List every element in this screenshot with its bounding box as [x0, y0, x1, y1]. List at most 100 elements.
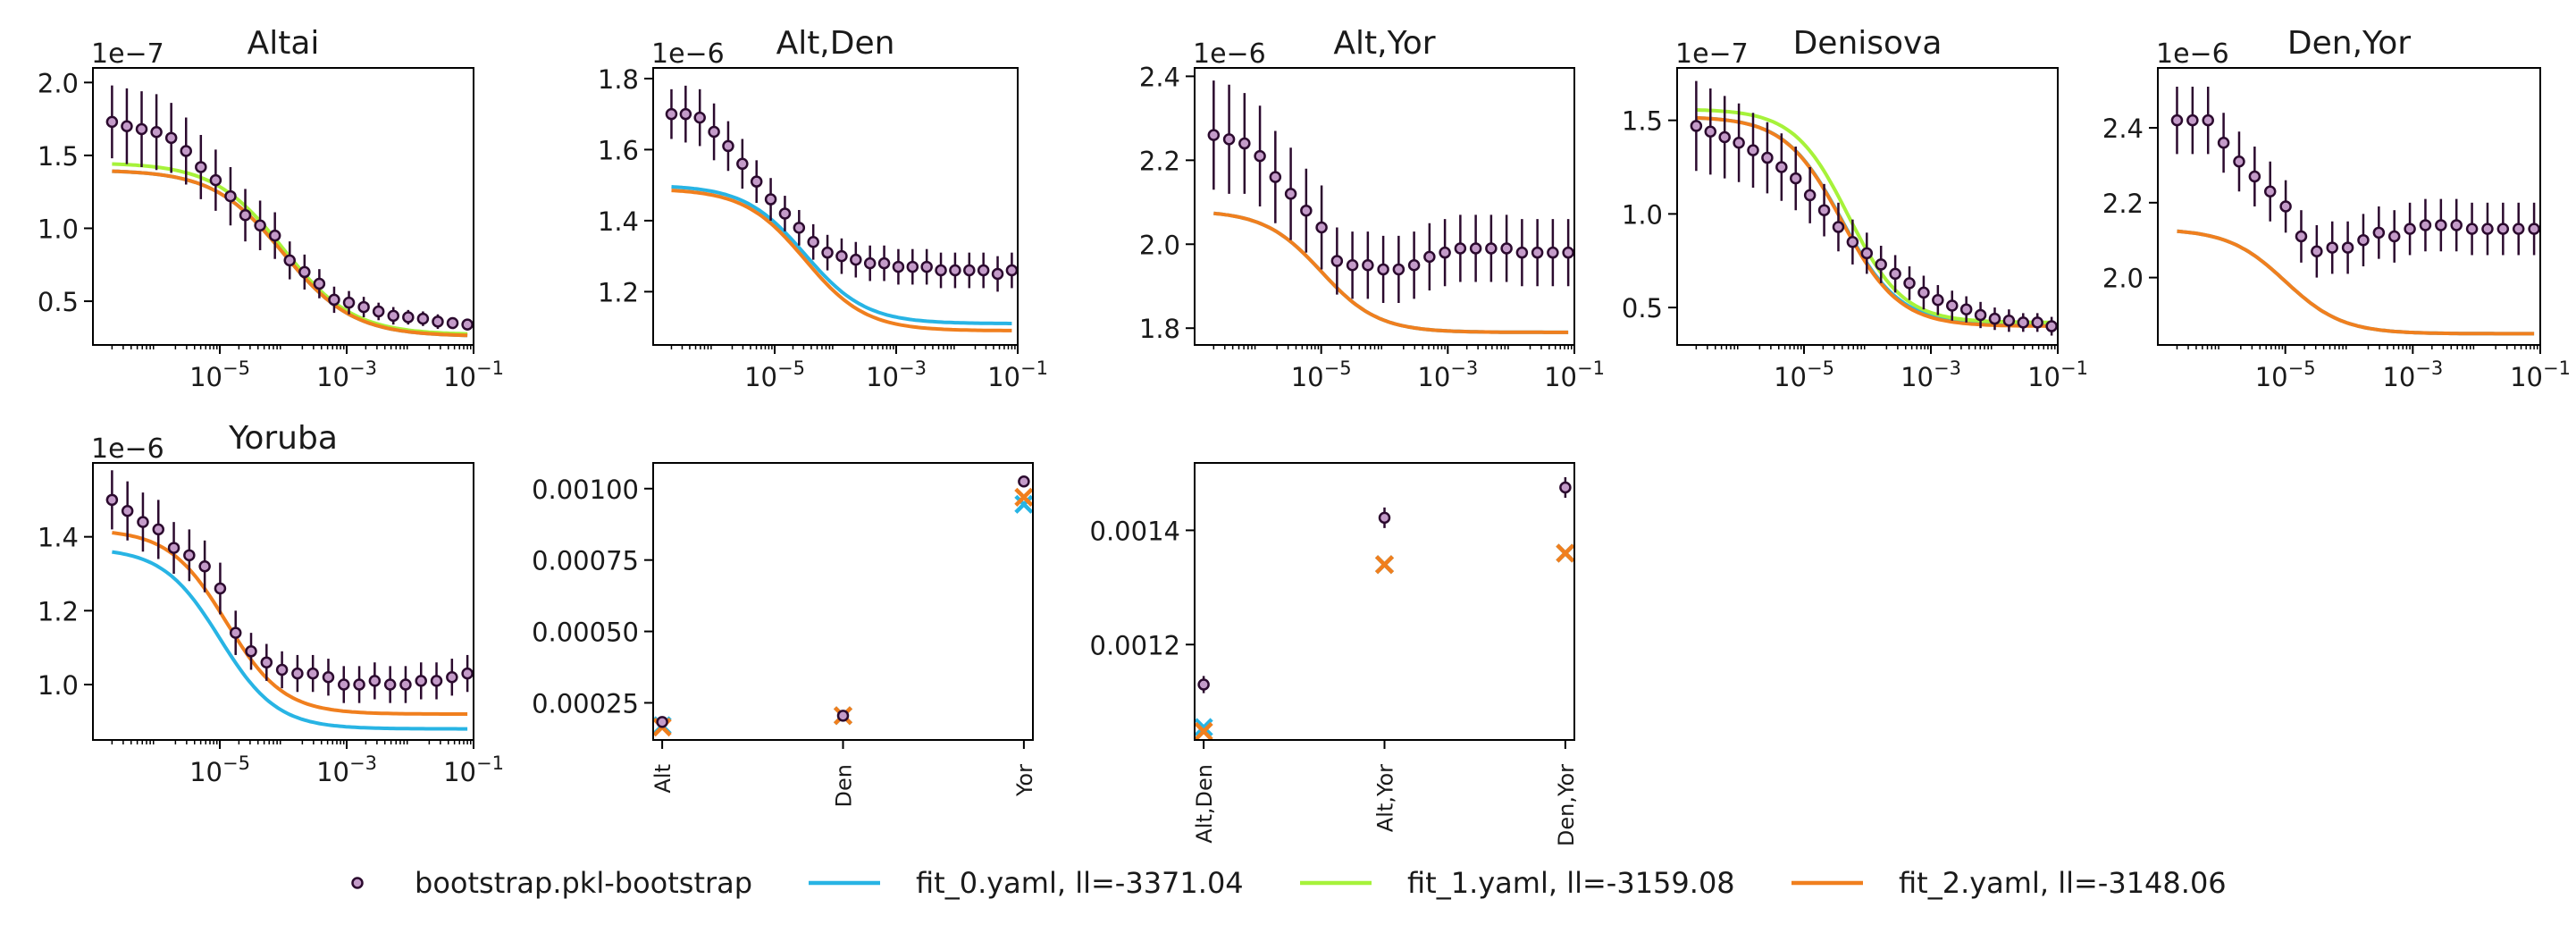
data-point — [1346, 259, 1359, 272]
x-category-label: Alt,Yor — [1373, 764, 1398, 832]
data-point — [1197, 678, 1210, 691]
data-point — [1761, 151, 1774, 164]
data-point — [1407, 259, 1421, 272]
data-point — [167, 542, 180, 554]
x-tick-label: 10−1 — [2510, 357, 2571, 392]
data-point — [150, 126, 163, 139]
data-point — [2481, 223, 2494, 235]
legend-item-fit_2: fit_2.yaml, ll=-3148.06 — [1791, 866, 2227, 900]
axis-offset-label: 1e−6 — [2156, 38, 2229, 70]
data-point — [214, 582, 227, 595]
data-point — [2357, 233, 2370, 247]
x-tick-exponent: −1 — [1577, 357, 1605, 379]
data-point — [353, 678, 365, 691]
data-point — [1238, 137, 1251, 150]
fit_2-marker — [1014, 487, 1034, 507]
x-category-label: Den,Yor — [1554, 764, 1579, 846]
marker-stroke — [1014, 494, 1034, 514]
y-tick-label: 0.0014 — [1090, 516, 1180, 546]
data-point — [121, 504, 134, 517]
data-point — [736, 157, 749, 171]
data-point — [1254, 149, 1266, 163]
axes-frame — [1676, 67, 2059, 346]
x-tick-label: 10−5 — [1291, 357, 1352, 392]
x-tick-exponent: −3 — [899, 357, 927, 379]
data-point — [2341, 241, 2354, 254]
y-tick-label: 0.00050 — [532, 618, 639, 648]
x-tick-exponent: −1 — [2543, 357, 2571, 379]
data-point — [283, 254, 296, 267]
y-tick-label: 2.4 — [1139, 62, 1180, 92]
data-point — [224, 189, 237, 203]
data-point — [2295, 230, 2308, 243]
axis-offset-label: 1e−6 — [1193, 38, 1266, 70]
axis-offset-label: 1e−7 — [91, 38, 164, 70]
marker-stroke — [1374, 555, 1395, 575]
x-tick-exponent: −1 — [2060, 357, 2088, 379]
x-tick-exponent: −3 — [2415, 357, 2443, 379]
marker-stroke — [1194, 721, 1213, 742]
y-tick-label: 1.2 — [598, 277, 639, 307]
data-point — [1531, 246, 1544, 259]
y-tick-label: 1.0 — [38, 670, 79, 701]
subplot-title: Denisova — [1793, 25, 1942, 62]
data-point — [1269, 171, 1282, 183]
axes-frame — [652, 67, 1019, 346]
data-point — [180, 145, 192, 157]
y-tick-label: 2.2 — [2102, 189, 2144, 219]
x-tick-label: 10−3 — [316, 752, 377, 787]
data-point — [432, 315, 444, 328]
x-tick-label: 10−1 — [1544, 357, 1605, 392]
y-tick-label: 0.0012 — [1090, 630, 1180, 660]
data-point — [342, 296, 356, 309]
x-tick-exponent: −5 — [2288, 357, 2316, 379]
y-tick-label: 1.8 — [1139, 314, 1180, 344]
x-tick-base: 10 — [2255, 362, 2288, 392]
data-point — [1917, 286, 1930, 299]
x-tick-exponent: −3 — [1450, 357, 1478, 379]
fit_1-curve — [1696, 108, 2052, 324]
x-tick-exponent: −5 — [1324, 357, 1352, 379]
legend-label: fit_1.yaml, ll=-3159.08 — [1407, 866, 1735, 900]
data-point — [2496, 223, 2510, 235]
x-category-label: Yor — [1012, 764, 1037, 797]
x-tick-base: 10 — [443, 757, 476, 787]
data-point — [245, 645, 257, 658]
data-point — [135, 122, 148, 136]
data-point — [2031, 316, 2043, 329]
subplot-title: Altai — [248, 25, 320, 62]
data-point — [836, 710, 850, 722]
x-tick-base: 10 — [1291, 362, 1324, 392]
x-tick-base: 10 — [1544, 362, 1577, 392]
data-point — [387, 309, 400, 323]
data-point — [1875, 258, 1887, 271]
legend: bootstrap.pkl-bootstrap fit_0.yaml, ll=-3… — [351, 866, 2227, 900]
data-point — [863, 256, 877, 270]
fit_2-curve — [112, 531, 468, 716]
data-point — [949, 264, 961, 277]
data-point — [1330, 255, 1344, 267]
data-point — [1018, 475, 1030, 488]
data-point — [1959, 303, 1973, 315]
data-point — [209, 173, 222, 187]
data-point — [446, 316, 459, 330]
y-tick-label: 1.8 — [598, 64, 639, 95]
marker-stroke — [1194, 718, 1213, 737]
x-tick-exponent: −3 — [349, 357, 377, 379]
x-tick-exponent: −5 — [222, 752, 250, 774]
x-tick-base: 10 — [866, 362, 899, 392]
data-point — [2372, 226, 2386, 240]
data-point — [372, 305, 385, 318]
data-point — [306, 667, 319, 680]
data-point — [1775, 161, 1788, 173]
data-point — [920, 260, 933, 273]
data-point — [1817, 204, 1831, 216]
fit_2-marker — [1194, 721, 1213, 742]
data-point — [183, 549, 196, 562]
data-point — [2217, 137, 2230, 149]
data-point — [195, 161, 207, 173]
data-point — [328, 293, 340, 307]
data-point — [152, 523, 165, 536]
